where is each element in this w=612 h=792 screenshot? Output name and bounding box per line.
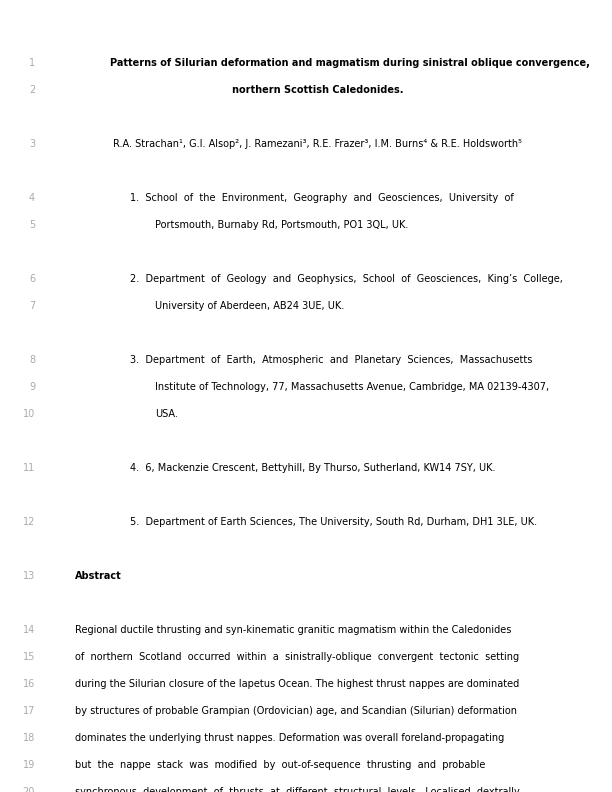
Text: R.A. Strachan¹, G.I. Alsop², J. Ramezani³, R.E. Frazer³, I.M. Burns⁴ & R.E. Hold: R.A. Strachan¹, G.I. Alsop², J. Ramezani… <box>113 139 522 149</box>
Text: 12: 12 <box>23 517 35 527</box>
Text: 8: 8 <box>29 355 35 365</box>
Text: 18: 18 <box>23 733 35 743</box>
Text: 13: 13 <box>23 571 35 581</box>
Text: 10: 10 <box>23 409 35 419</box>
Text: 15: 15 <box>23 652 35 662</box>
Text: 14: 14 <box>23 625 35 635</box>
Text: 3: 3 <box>29 139 35 149</box>
Text: 5: 5 <box>29 220 35 230</box>
Text: 1.  School  of  the  Environment,  Geography  and  Geosciences,  University  of: 1. School of the Environment, Geography … <box>130 193 513 203</box>
Text: 6: 6 <box>29 274 35 284</box>
Text: 19: 19 <box>23 760 35 770</box>
Text: 5.  Department of Earth Sciences, The University, South Rd, Durham, DH1 3LE, UK.: 5. Department of Earth Sciences, The Uni… <box>130 517 537 527</box>
Text: 4.  6, Mackenzie Crescent, Bettyhill, By Thurso, Sutherland, KW14 7SY, UK.: 4. 6, Mackenzie Crescent, Bettyhill, By … <box>130 463 496 473</box>
Text: synchronous  development  of  thrusts  at  different  structural  levels.  Local: synchronous development of thrusts at di… <box>75 787 523 792</box>
Text: but  the  nappe  stack  was  modified  by  out-of-sequence  thrusting  and  prob: but the nappe stack was modified by out-… <box>75 760 485 770</box>
Text: 9: 9 <box>29 382 35 392</box>
Text: 1: 1 <box>29 58 35 68</box>
Text: 3.  Department  of  Earth,  Atmospheric  and  Planetary  Sciences,  Massachusett: 3. Department of Earth, Atmospheric and … <box>130 355 532 365</box>
Text: Portsmouth, Burnaby Rd, Portsmouth, PO1 3QL, UK.: Portsmouth, Burnaby Rd, Portsmouth, PO1 … <box>155 220 408 230</box>
Text: USA.: USA. <box>155 409 178 419</box>
Text: University of Aberdeen, AB24 3UE, UK.: University of Aberdeen, AB24 3UE, UK. <box>155 301 344 311</box>
Text: by structures of probable Grampian (Ordovician) age, and Scandian (Silurian) def: by structures of probable Grampian (Ordo… <box>75 706 517 716</box>
Text: 7: 7 <box>29 301 35 311</box>
Text: dominates the underlying thrust nappes. Deformation was overall foreland-propaga: dominates the underlying thrust nappes. … <box>75 733 504 743</box>
Text: 4: 4 <box>29 193 35 203</box>
Text: 17: 17 <box>23 706 35 716</box>
Text: Institute of Technology, 77, Massachusetts Avenue, Cambridge, MA 02139-4307,: Institute of Technology, 77, Massachuset… <box>155 382 549 392</box>
Text: 2.  Department  of  Geology  and  Geophysics,  School  of  Geosciences,  King’s : 2. Department of Geology and Geophysics,… <box>130 274 563 284</box>
Text: 20: 20 <box>23 787 35 792</box>
Text: 11: 11 <box>23 463 35 473</box>
Text: Patterns of Silurian deformation and magmatism during sinistral oblique converge: Patterns of Silurian deformation and mag… <box>110 58 590 68</box>
Text: Regional ductile thrusting and syn-kinematic granitic magmatism within the Caled: Regional ductile thrusting and syn-kinem… <box>75 625 512 635</box>
Text: 2: 2 <box>29 85 35 95</box>
Text: 16: 16 <box>23 679 35 689</box>
Text: northern Scottish Caledonides.: northern Scottish Caledonides. <box>232 85 403 95</box>
Text: Abstract: Abstract <box>75 571 122 581</box>
Text: during the Silurian closure of the Iapetus Ocean. The highest thrust nappes are : during the Silurian closure of the Iapet… <box>75 679 519 689</box>
Text: of  northern  Scotland  occurred  within  a  sinistrally-oblique  convergent  te: of northern Scotland occurred within a s… <box>75 652 519 662</box>
